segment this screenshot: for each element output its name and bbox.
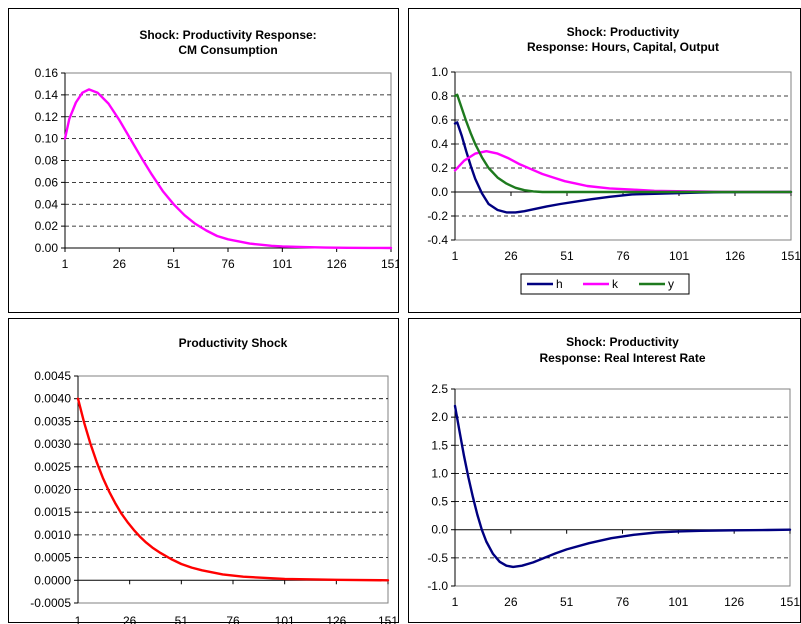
y-tick-label: -0.4	[427, 233, 448, 247]
y-tick-label: -0.5	[427, 551, 448, 565]
y-tick-label: 0.5	[431, 495, 448, 509]
y-tick-label: 0.0	[431, 523, 448, 537]
series-line-h	[453, 121, 793, 214]
x-tick-label: 151	[378, 614, 398, 624]
x-tick-label: 1	[452, 595, 459, 609]
chart-title-line: CM Consumption	[178, 43, 277, 57]
y-tick-label: 0.12	[35, 110, 59, 124]
y-tick-label: 0.8	[431, 89, 448, 103]
y-tick-label: 0.00	[35, 241, 59, 255]
legend-label-y: y	[668, 277, 674, 291]
x-tick-label: 51	[175, 614, 189, 624]
y-tick-label: 0.0025	[34, 460, 71, 474]
chart-cm-consumption: Shock: Productivity Response:CM Consumpt…	[35, 28, 398, 271]
y-tick-label: 0.04	[35, 197, 59, 211]
chart-panel-hours-capital-output: Shock: Productivity Response: Hours, Capi…	[408, 8, 801, 313]
chart-title-line: Response: Real Interest Rate	[539, 351, 705, 365]
y-tick-label: 0.0035	[34, 414, 71, 428]
x-tick-label: 76	[616, 595, 630, 609]
y-tick-label: 0.0015	[34, 505, 71, 519]
chart-title-line: Shock: Productivity	[567, 25, 680, 39]
x-tick-label: 76	[226, 614, 240, 624]
chart-title-line: Productivity Shock	[179, 336, 288, 350]
y-tick-label: 0.02	[35, 219, 59, 233]
y-tick-label: 0.10	[35, 132, 59, 146]
y-tick-label: 1.0	[431, 65, 448, 79]
y-tick-label: 0.0040	[34, 392, 71, 406]
x-tick-label: 101	[669, 249, 689, 263]
series-line-k	[453, 149, 793, 194]
x-tick-label: 51	[560, 249, 574, 263]
y-tick-label: 1.0	[431, 466, 448, 480]
x-tick-label: 126	[327, 257, 347, 271]
series-line	[63, 88, 393, 250]
chart-panel-real-interest-rate: Shock: Productivity Response: Real Intere…	[408, 318, 801, 623]
x-tick-label: 76	[221, 257, 235, 271]
y-tick-label: 0.6	[431, 113, 448, 127]
y-tick-label: -0.0005	[30, 596, 71, 610]
y-tick-label: 1.5	[431, 438, 448, 452]
chart-title-line: Response: Hours, Capital, Output	[527, 40, 719, 54]
chart-productivity-shock: Productivity Shock -0.0005 0.0000 0.0005 0.0…	[30, 336, 398, 624]
x-tick-label: 51	[560, 595, 574, 609]
y-tick-label: 0.14	[35, 88, 59, 102]
y-tick-label: 0.0030	[34, 437, 71, 451]
plot-area	[454, 388, 791, 587]
y-tick-label: 0.16	[35, 66, 59, 80]
x-tick-label: 51	[167, 257, 181, 271]
x-tick-label: 151	[381, 257, 398, 271]
y-tick-label: -0.2	[427, 209, 448, 223]
y-tick-label: 0.0020	[34, 483, 71, 497]
x-tick-label: 151	[781, 249, 800, 263]
chart-title-line: Shock: Productivity Response:	[139, 28, 316, 42]
x-tick-label: 1	[452, 249, 459, 263]
y-tick-label: 0.06	[35, 175, 59, 189]
y-tick-label: 0.2	[431, 161, 448, 175]
y-tick-label: 2.0	[431, 410, 448, 424]
x-tick-label: 126	[725, 249, 745, 263]
x-tick-label: 76	[616, 249, 630, 263]
x-tick-label: 151	[780, 595, 800, 609]
x-tick-label: 26	[504, 249, 518, 263]
chart-real-interest-rate: Shock: Productivity Response: Real Intere…	[427, 335, 800, 609]
x-tick-label: 26	[504, 595, 518, 609]
chart-panel-cm-consumption: Shock: Productivity Response: CM Consumpt…	[8, 8, 399, 313]
y-tick-label: 0.0010	[34, 528, 71, 542]
series-line	[453, 404, 792, 569]
y-tick-label: -1.0	[427, 579, 448, 593]
x-tick-label: 1	[62, 257, 69, 271]
x-tick-label: 101	[668, 595, 688, 609]
x-tick-label: 26	[113, 257, 127, 271]
y-tick-label: 0.0000	[34, 573, 71, 587]
x-tick-label: 1	[75, 614, 82, 624]
chart-panel-productivity-shock: Productivity Shock -0.0005 0.0000 0.0005 0.0…	[8, 318, 399, 624]
x-tick-label: 26	[123, 614, 137, 624]
x-tick-label: 126	[724, 595, 744, 609]
y-tick-label: 0.0005	[34, 551, 71, 565]
y-tick-label: 0.4	[431, 137, 448, 151]
legend-label-h: h	[556, 277, 563, 291]
y-tick-label: 0.08	[35, 154, 59, 168]
x-tick-label: 101	[272, 257, 292, 271]
series-line	[76, 397, 390, 582]
chart-title-line: Shock: Productivity	[566, 335, 679, 349]
x-tick-label: 101	[275, 614, 295, 624]
y-tick-label: 2.5	[431, 382, 448, 396]
series-line-y	[453, 93, 793, 194]
legend-label-k: k	[612, 277, 619, 291]
y-tick-label: 0.0045	[34, 369, 71, 383]
y-tick-label: 0.0	[431, 185, 448, 199]
x-tick-label: 126	[326, 614, 346, 624]
